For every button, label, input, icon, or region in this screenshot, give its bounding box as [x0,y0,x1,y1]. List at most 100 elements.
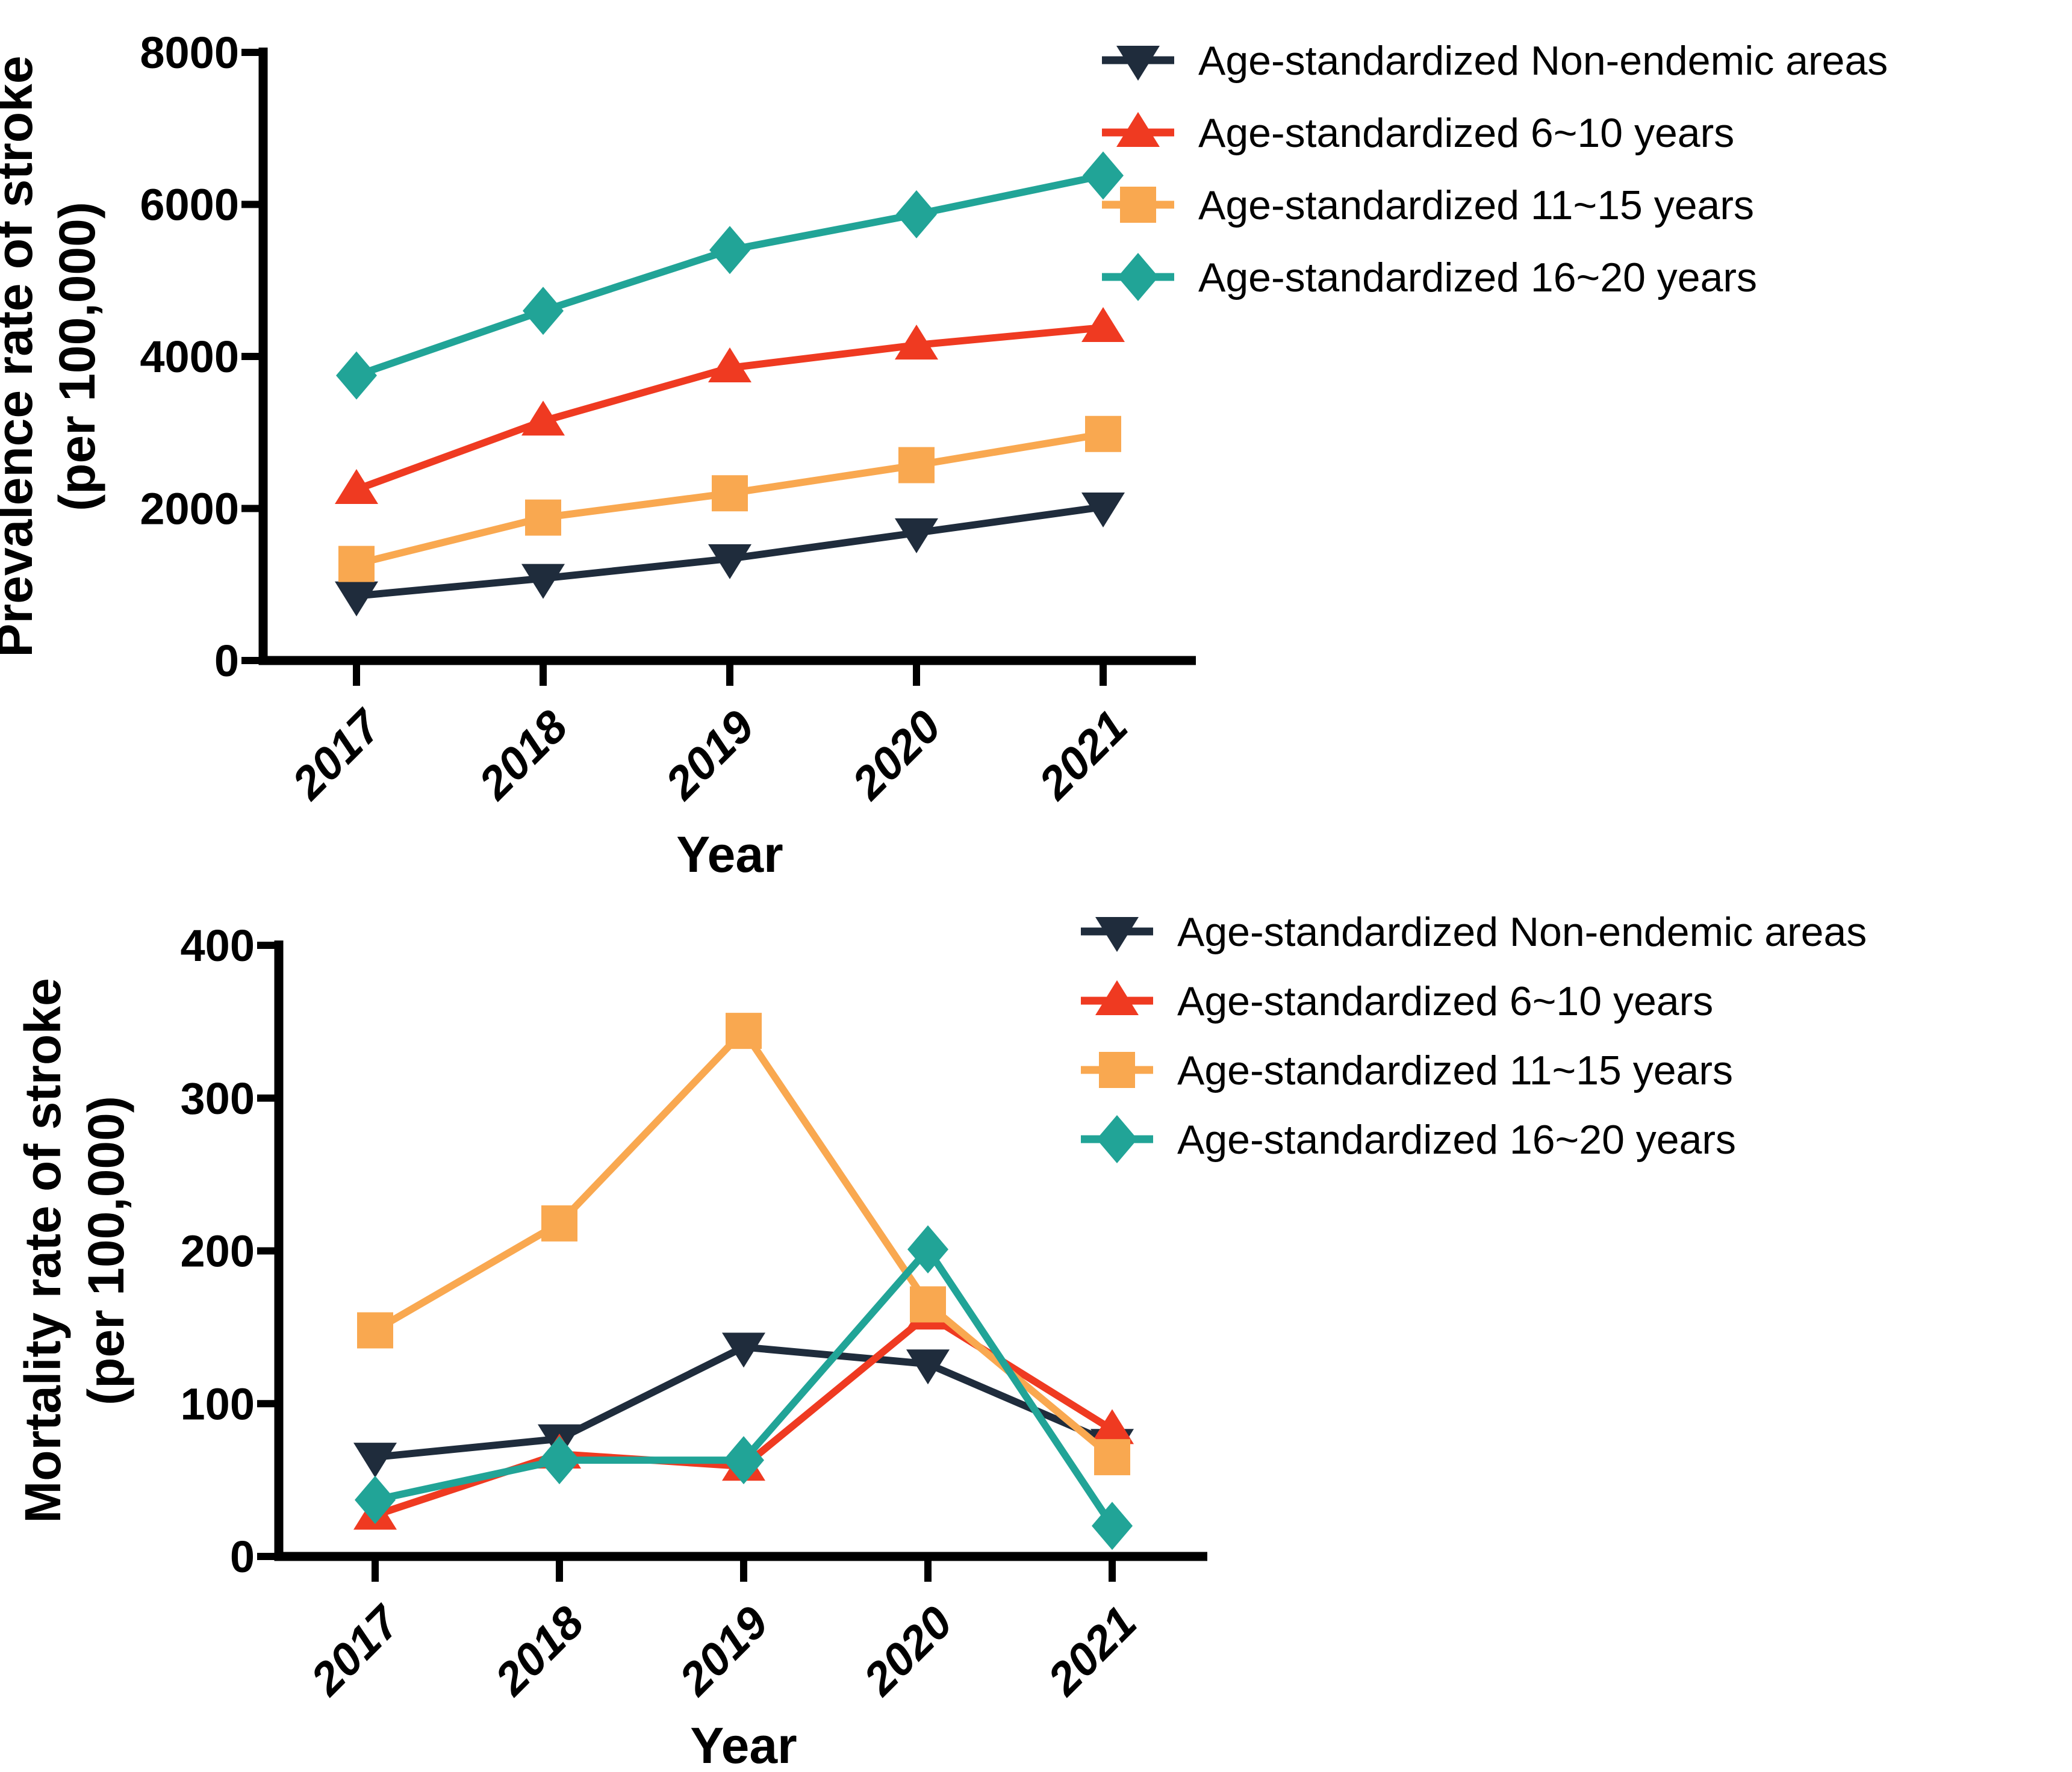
y-tick-label: 100 [181,1379,255,1429]
marker-square [1094,1439,1130,1476]
marker-triangle-up [895,325,938,360]
series-age_16_20 [336,151,1124,400]
y-tick-label: 4000 [140,332,239,382]
marker-diamond [336,351,377,400]
legend-label: Age-standardized 16~20 years [1198,255,1757,300]
y-tick-label: 300 [181,1074,255,1124]
marker-triangle-down [722,1332,765,1368]
series-age_16_20 [355,1225,1133,1550]
marker-square [910,1286,946,1323]
legend-marker-diamond [1118,253,1159,301]
legend-label: Age-standardized 11~15 years [1177,1048,1733,1093]
marker-triangle-down [708,544,751,579]
x-axis-title: Year [690,1717,797,1772]
y-tick-label: 2000 [140,484,239,534]
marker-square [712,475,748,512]
legend-entry: Age-standardized 11~15 years [1081,1048,1733,1093]
y-axis-title-line1: Mortality rate of stroke [14,978,71,1523]
marker-square [357,1312,393,1349]
legend-marker-triangle-down [1095,917,1139,952]
marker-triangle-up [708,347,751,382]
marker-square [1085,415,1121,452]
legend-label: Age-standardized 6~10 years [1198,110,1734,156]
marker-triangle-down [353,1443,397,1478]
x-axis-title: Year [676,826,783,883]
marker-triangle-up [1081,307,1125,343]
marker-diamond [523,287,564,335]
y-tick-label: 200 [181,1226,255,1276]
x-tick-label: 2021 [1038,1597,1146,1706]
marker-diamond [355,1476,396,1525]
x-tick-label: 2020 [842,701,951,810]
marker-diamond [907,1225,948,1273]
legend-label: Age-standardized 11~15 years [1198,182,1754,228]
legend-marker-triangle-down [1116,46,1160,81]
legend-marker-triangle-up [1116,112,1160,147]
legend-marker-square [1099,1052,1135,1088]
marker-triangle-up [521,400,565,436]
y-tick-label: 0 [214,636,239,686]
series-non_endemic [335,492,1125,617]
legend-entry: Age-standardized 6~10 years [1081,978,1713,1024]
series-age_6_10 [335,307,1125,504]
marker-diamond [1083,151,1124,200]
legend-label: Age-standardized Non-endemic areas [1177,909,1867,955]
marker-triangle-down [1081,492,1125,527]
y-tick-label: 400 [181,921,255,971]
axes: 0 100 200 300 400 2017 2018 2019 2020 2021 [181,921,1207,1706]
mortality-chart: 0 100 200 300 400 2017 2018 2019 2020 2021 Mortali… [14,909,1867,1772]
x-tick-label: 2018 [485,1596,594,1706]
marker-diamond [539,1436,580,1485]
marker-triangle-down [906,1349,950,1385]
legend-entry: Age-standardized 11~15 years [1102,182,1754,228]
marker-triangle-down [895,518,938,553]
y-axis-title-line2: (per 100,000) [78,1096,134,1405]
marker-triangle-up [335,468,378,504]
legend-label: Age-standardized 6~10 years [1177,978,1713,1024]
legend: Age-standardized Non-endemic areas Age-st… [1102,38,1888,301]
marker-diamond [709,226,750,275]
marker-square [726,1013,762,1049]
marker-square [338,546,375,582]
x-tick-label: 2021 [1028,701,1137,810]
legend-entry: Age-standardized 16~20 years [1081,1115,1736,1163]
legend-label: Age-standardized Non-endemic areas [1198,38,1888,84]
y-tick-label: 0 [230,1532,255,1582]
marker-square [541,1205,577,1242]
legend-label: Age-standardized 16~20 years [1177,1117,1736,1163]
y-tick-label: 6000 [140,180,239,230]
marker-triangle-down [521,564,565,599]
series-age_6_10 [353,1295,1134,1530]
series-line [353,172,1107,379]
marker-triangle-down [335,581,378,617]
marker-diamond [1092,1502,1133,1550]
legend-entry: Age-standardized Non-endemic areas [1102,38,1888,84]
series-line [372,1245,1116,1530]
axes: 0 2000 4000 6000 8000 2017 2018 2019 2020 2021 [140,28,1196,810]
marker-diamond [896,190,937,238]
marker-square [525,499,561,536]
y-axis-title-line2: (per 100,000) [49,202,105,511]
legend-entry: Age-standardized 16~20 years [1102,253,1757,301]
x-tick-label: 2019 [669,1597,778,1706]
y-axis-title-line1: Prevalence rate of stroke [0,55,43,657]
series-age_11_15 [357,1013,1130,1476]
marker-diamond [723,1436,764,1485]
legend-marker-square [1120,187,1156,223]
y-tick-label: 8000 [140,28,239,78]
x-tick-label: 2018 [468,700,578,810]
legend-entry: Age-standardized Non-endemic areas [1081,909,1867,955]
x-tick-label: 2020 [853,1597,962,1706]
legend-marker-triangle-up [1095,980,1139,1015]
legend: Age-standardized Non-endemic areas Age-st… [1081,909,1867,1163]
x-tick-label: 2019 [655,701,764,810]
marker-triangle-up [1090,1409,1134,1444]
legend-entry: Age-standardized 6~10 years [1102,110,1734,156]
x-tick-label: 2017 [300,1595,411,1706]
x-tick-label: 2017 [282,699,393,810]
marker-square [898,447,935,483]
legend-marker-diamond [1097,1115,1137,1163]
series-age_11_15 [338,415,1121,582]
